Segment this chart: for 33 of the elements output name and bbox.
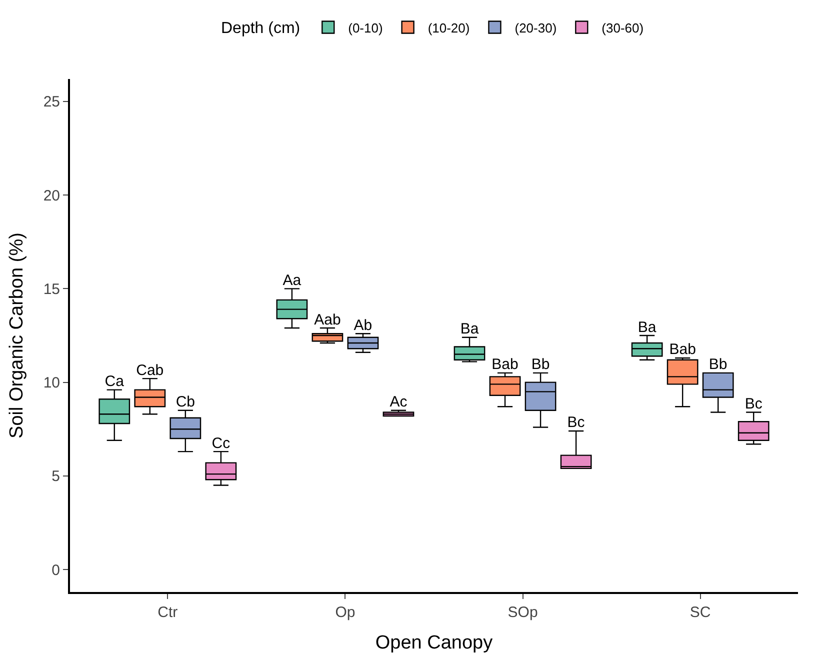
text: Ba [460, 320, 479, 338]
text: Aab [314, 311, 341, 328]
text: Bc [567, 414, 585, 432]
x-tick-label: SOp [508, 604, 538, 621]
y-tick-label: 20 [43, 187, 60, 204]
legend-label: (30-60) [602, 20, 644, 36]
y-tick-label: 25 [43, 94, 60, 111]
text: Cb [176, 394, 196, 411]
y-tick-label: 5 [52, 468, 60, 486]
legend-label: (20-30) [514, 20, 557, 36]
legend-title: Depth (cm) [221, 20, 300, 38]
text: Ac [390, 394, 408, 411]
x-tick-label: Op [335, 604, 356, 621]
text: Bb [708, 356, 728, 374]
y-tick-label: 10 [43, 374, 60, 392]
text: Aa [282, 272, 302, 289]
text: Ba [638, 318, 656, 336]
text: Bb [531, 356, 550, 374]
y-tick-label: 0 [52, 562, 60, 579]
y-tick-label: 15 [43, 280, 60, 298]
legend-label: (10-20) [428, 20, 470, 36]
x-tick-label: Ctr [158, 604, 178, 621]
text: Bc [744, 396, 762, 413]
text: Ab [354, 316, 372, 334]
y-axis-title: Soil Organic Carbon (%) [6, 232, 28, 438]
text: Bab [492, 356, 518, 374]
text: Cab [136, 362, 164, 379]
text: Ca [104, 373, 124, 390]
x-tick-label: SC [690, 604, 711, 621]
x-axis-title: Open Canopy [375, 632, 494, 654]
legend-label: (0-10) [348, 20, 383, 36]
text: Cc [212, 434, 230, 452]
text: Bab [669, 341, 696, 358]
